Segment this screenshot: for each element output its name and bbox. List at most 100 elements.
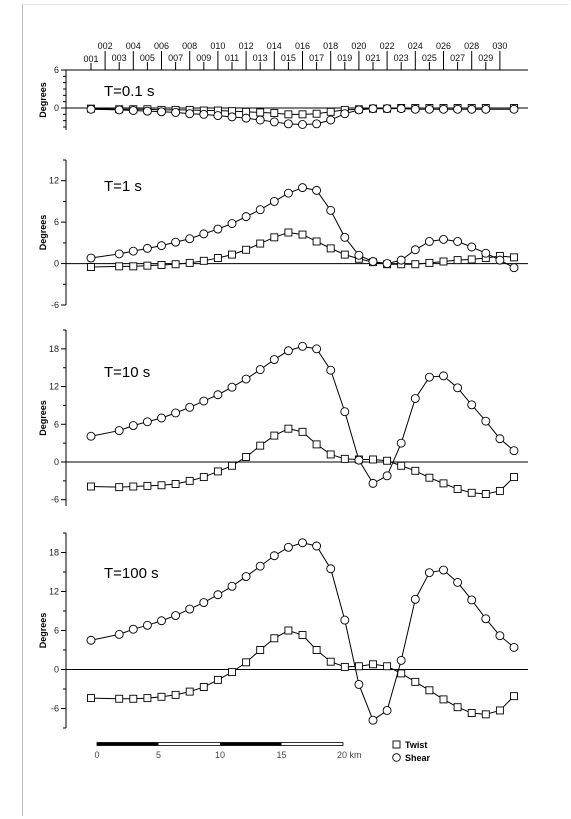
shear-point bbox=[298, 538, 307, 548]
twist-point bbox=[369, 660, 377, 669]
twist-point bbox=[425, 258, 434, 267]
shear-point bbox=[128, 421, 138, 430]
twist-point bbox=[157, 481, 166, 490]
twist-point bbox=[312, 237, 321, 246]
shear-point bbox=[114, 426, 124, 436]
shear-point bbox=[481, 248, 491, 258]
twist-point bbox=[284, 110, 293, 119]
shear-point bbox=[227, 112, 237, 122]
shear-point bbox=[128, 246, 138, 256]
shear-point bbox=[142, 106, 152, 116]
station-label: 010 bbox=[210, 41, 225, 51]
station-label: 001 bbox=[83, 54, 98, 64]
twist-point bbox=[481, 490, 490, 499]
station-label: 018 bbox=[323, 41, 338, 51]
twist-point bbox=[439, 479, 448, 488]
twist-point bbox=[312, 109, 321, 118]
y-tick-label: -6 bbox=[51, 300, 59, 310]
twist-point bbox=[115, 483, 124, 492]
twist-point bbox=[312, 440, 321, 449]
y-tick-label: 6 bbox=[54, 217, 59, 227]
shear-point bbox=[199, 598, 209, 607]
station-label: 016 bbox=[295, 41, 310, 51]
twist-point bbox=[143, 694, 152, 703]
shear-point bbox=[312, 344, 322, 354]
shear-point bbox=[396, 655, 406, 665]
shear-point bbox=[354, 250, 364, 260]
twist-point bbox=[171, 690, 180, 699]
twist-point bbox=[326, 244, 335, 253]
twist-point bbox=[495, 706, 504, 715]
station-label: 011 bbox=[225, 53, 239, 63]
station-label: 002 bbox=[98, 41, 113, 51]
shear-point bbox=[114, 249, 124, 259]
shear-point bbox=[213, 590, 223, 600]
panel-title: T=0.1 s bbox=[104, 83, 154, 100]
scale-bar-label: 10 bbox=[215, 750, 225, 760]
shear-point bbox=[199, 109, 209, 119]
scale-bar-label: 0 bbox=[94, 750, 99, 760]
twist-point bbox=[411, 466, 420, 475]
twist-point bbox=[157, 692, 166, 701]
twist-point bbox=[467, 709, 476, 717]
twist-point bbox=[256, 646, 265, 654]
y-axis-label: Degrees bbox=[38, 613, 48, 649]
y-tick-label: -6 bbox=[51, 704, 59, 714]
shear-point bbox=[298, 341, 307, 351]
station-label: 027 bbox=[450, 53, 465, 63]
shear-point bbox=[255, 365, 265, 375]
shear-point bbox=[354, 680, 364, 689]
station-label: 026 bbox=[436, 41, 451, 51]
shear-point bbox=[298, 120, 307, 129]
twist-point bbox=[312, 646, 321, 654]
panel-title: T=1 s bbox=[104, 178, 142, 195]
y-tick-label: 0 bbox=[54, 665, 59, 675]
shear-point bbox=[283, 346, 293, 356]
shear-point bbox=[340, 407, 350, 417]
shear-point bbox=[509, 642, 519, 652]
shear-point bbox=[312, 185, 322, 195]
shear-point bbox=[509, 446, 519, 456]
shear-point bbox=[410, 394, 420, 403]
station-label: 015 bbox=[281, 53, 296, 63]
shear-point bbox=[298, 183, 307, 193]
shear-point bbox=[396, 255, 406, 265]
twist-point bbox=[171, 260, 180, 269]
shear-point bbox=[269, 355, 279, 364]
shear-point bbox=[185, 109, 195, 119]
twist-line bbox=[90, 428, 515, 495]
shear-point bbox=[424, 372, 434, 382]
shear-point bbox=[368, 257, 378, 266]
twist-point bbox=[242, 453, 251, 461]
twist-point bbox=[256, 441, 265, 450]
shear-point bbox=[495, 255, 505, 265]
twist-point bbox=[411, 677, 420, 686]
shear-point bbox=[382, 104, 392, 114]
twist-point bbox=[284, 626, 293, 635]
twist-point bbox=[467, 488, 476, 497]
y-tick-label: 18 bbox=[49, 344, 59, 354]
shear-point bbox=[424, 568, 434, 578]
twist-point bbox=[270, 431, 279, 440]
shear-point bbox=[227, 219, 237, 228]
twist-point bbox=[495, 486, 504, 495]
shear-point bbox=[509, 104, 519, 114]
shear-point bbox=[340, 109, 350, 119]
shear-point bbox=[410, 245, 420, 255]
twist-point bbox=[270, 109, 279, 118]
shear-line bbox=[90, 345, 515, 485]
shear-point bbox=[86, 431, 96, 441]
twist-point bbox=[242, 245, 251, 254]
twist-point bbox=[467, 255, 476, 264]
station-label: 021 bbox=[365, 53, 380, 63]
shear-point bbox=[467, 104, 477, 114]
shear-point bbox=[269, 196, 279, 206]
twist-point bbox=[228, 461, 236, 470]
twist-point bbox=[87, 482, 95, 491]
shear-point bbox=[312, 541, 322, 551]
shear-point bbox=[185, 234, 195, 244]
shear-point bbox=[481, 104, 491, 114]
y-tick-label: 6 bbox=[54, 626, 59, 636]
shear-point bbox=[86, 635, 96, 645]
panel-4: 18 12 6 0 -6 Degrees T=100 s bbox=[38, 532, 528, 729]
